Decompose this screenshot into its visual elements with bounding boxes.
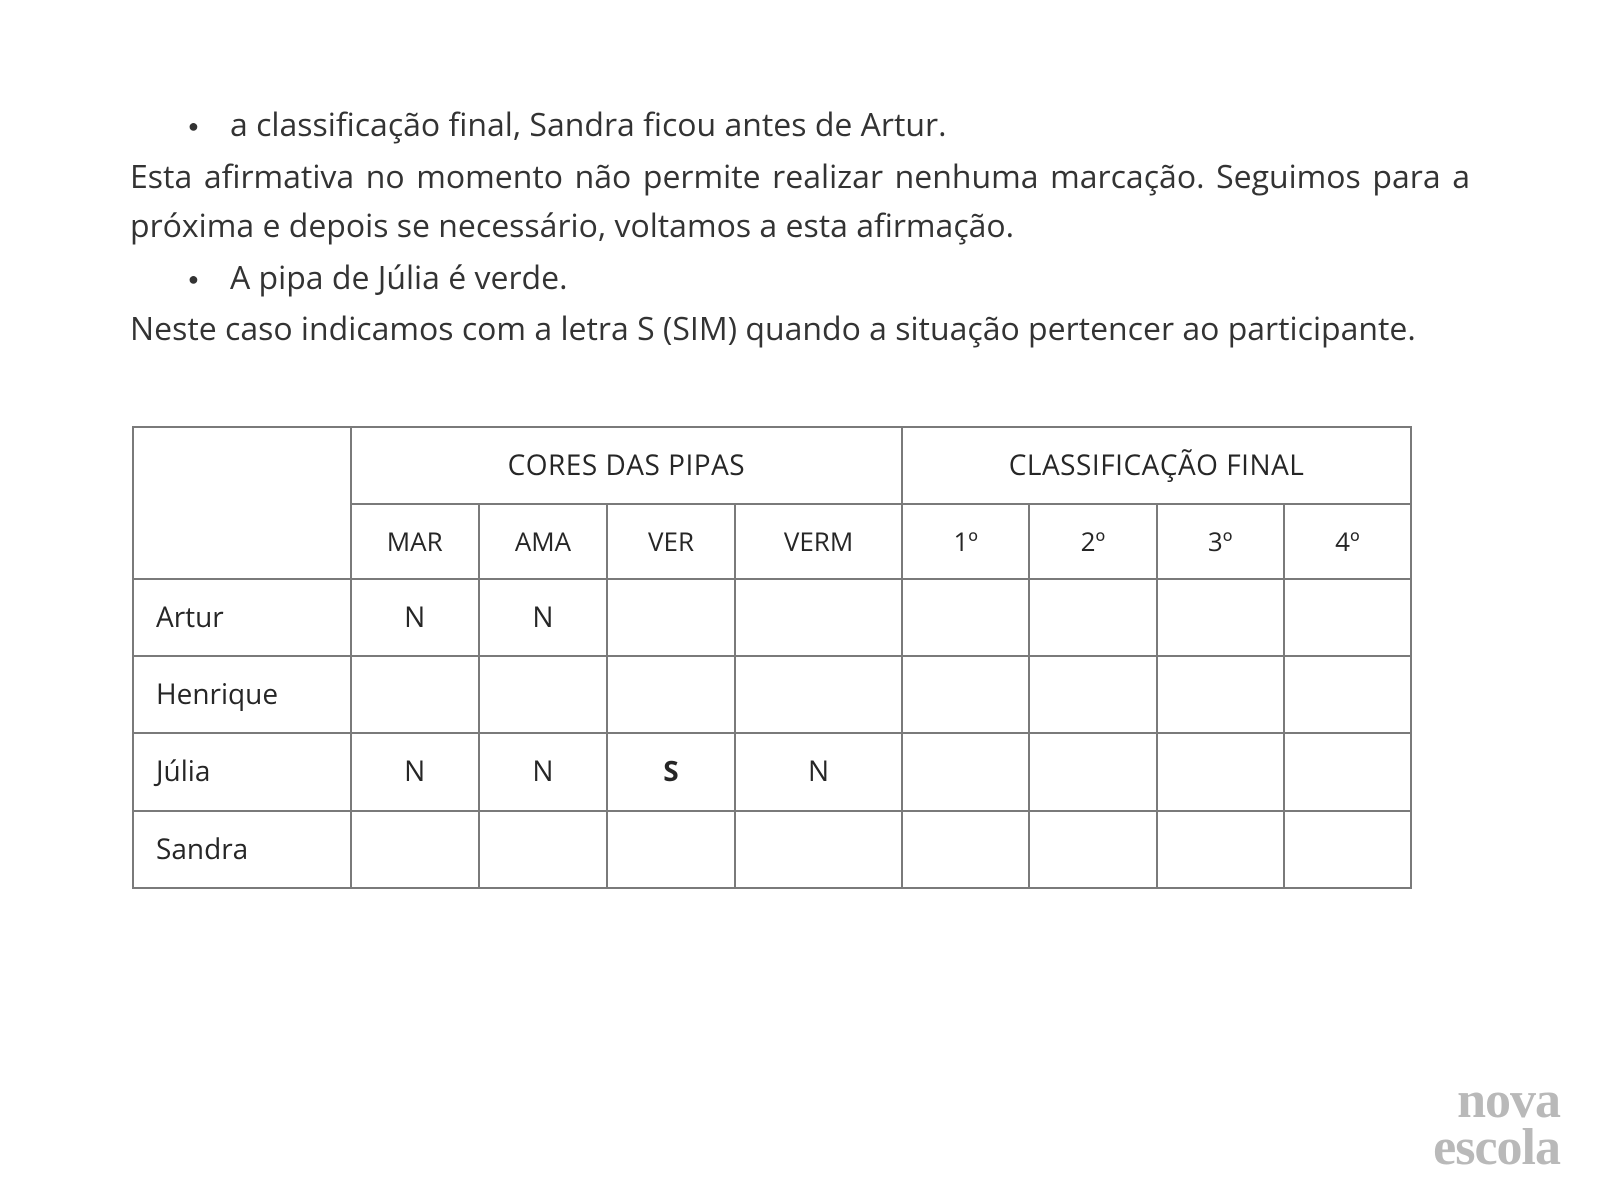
subheader-ver: VER — [607, 504, 735, 578]
table-cell — [1157, 579, 1284, 656]
table-cell — [351, 656, 479, 733]
table-cell — [735, 811, 902, 888]
document-page: a classificação final, Sandra ficou ante… — [0, 0, 1600, 1200]
paragraph-2: Neste caso indicamos com a letra S (SIM)… — [130, 304, 1470, 354]
bullet-2-text: A pipa de Júlia é verde. — [230, 253, 1470, 303]
logic-table: CORES DAS PIPAS CLASSIFICAÇÃO FINAL MAR … — [132, 426, 1412, 889]
table-cell — [902, 733, 1029, 810]
bullet-1-text: a classificação final, Sandra ficou ante… — [230, 100, 1470, 150]
table-cell — [607, 656, 735, 733]
bullet-dot-icon — [188, 253, 230, 303]
row-name-cell: Sandra — [133, 811, 351, 888]
header-rank-group: CLASSIFICAÇÃO FINAL — [902, 427, 1411, 504]
table-row: Henrique — [133, 656, 1411, 733]
subheader-4th: 4º — [1284, 504, 1411, 578]
logo-line-2: escola — [1433, 1125, 1560, 1172]
table-cell — [902, 656, 1029, 733]
paragraph-1: Esta afirmativa no momento não permite r… — [130, 152, 1470, 251]
table-cell — [607, 811, 735, 888]
row-name-cell: Júlia — [133, 733, 351, 810]
table-body: ArturNNHenriqueJúliaNNSNSandra — [133, 579, 1411, 889]
table-cell: N — [479, 733, 607, 810]
table-cell — [351, 811, 479, 888]
row-name-cell: Henrique — [133, 656, 351, 733]
brand-logo: nova escola — [1433, 1078, 1560, 1172]
table-cell: N — [735, 733, 902, 810]
table-cell — [735, 579, 902, 656]
table-cell — [479, 811, 607, 888]
table-row: ArturNN — [133, 579, 1411, 656]
table-cell: S — [607, 733, 735, 810]
table-cell — [1029, 811, 1156, 888]
bullet-item-2: A pipa de Júlia é verde. — [188, 253, 1470, 303]
table-cell — [735, 656, 902, 733]
header-colors-group: CORES DAS PIPAS — [351, 427, 903, 504]
table-cell — [1284, 733, 1411, 810]
table-cell — [1029, 579, 1156, 656]
table-cell — [479, 656, 607, 733]
table-corner-cell — [133, 427, 351, 579]
logic-table-wrapper: CORES DAS PIPAS CLASSIFICAÇÃO FINAL MAR … — [132, 426, 1470, 889]
table-cell — [902, 579, 1029, 656]
subheader-2nd: 2º — [1029, 504, 1156, 578]
table-cell — [1157, 733, 1284, 810]
table-cell: N — [479, 579, 607, 656]
table-row: JúliaNNSN — [133, 733, 1411, 810]
subheader-verm: VERM — [735, 504, 902, 578]
table-cell: N — [351, 579, 479, 656]
subheader-3rd: 3º — [1157, 504, 1284, 578]
bullet-dot-icon — [188, 100, 230, 150]
table-cell — [1284, 579, 1411, 656]
table-cell — [902, 811, 1029, 888]
subheader-mar: MAR — [351, 504, 479, 578]
table-row: Sandra — [133, 811, 1411, 888]
table-cell: N — [351, 733, 479, 810]
table-cell — [1029, 733, 1156, 810]
table-cell — [1157, 656, 1284, 733]
bullet-item-1: a classificação final, Sandra ficou ante… — [188, 100, 1470, 150]
table-cell — [1029, 656, 1156, 733]
subheader-1st: 1º — [902, 504, 1029, 578]
row-name-cell: Artur — [133, 579, 351, 656]
table-cell — [607, 579, 735, 656]
table-cell — [1284, 656, 1411, 733]
logo-line-1: nova — [1433, 1078, 1560, 1125]
table-cell — [1284, 811, 1411, 888]
subheader-ama: AMA — [479, 504, 607, 578]
table-cell — [1157, 811, 1284, 888]
table-header-group-row: CORES DAS PIPAS CLASSIFICAÇÃO FINAL — [133, 427, 1411, 504]
